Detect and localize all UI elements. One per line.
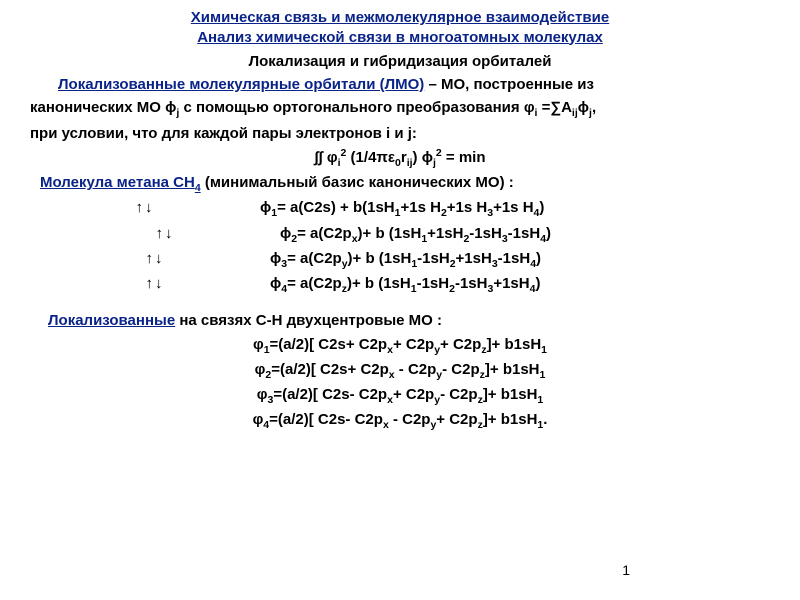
subheading: Локализация и гибридизация орбиталей (30, 53, 770, 70)
intro-line-1: Локализованные молекулярные орбитали (ЛМ… (30, 73, 770, 96)
localized-row-3: φ3=(a/2)[ C2s- C2px+ C2py- C2pz]+ b1sH1 (30, 383, 770, 408)
mo-row-2: ↑↓ ϕ2= a(C2px)+ b (1sH1+1sH2-1sH3-1sH4) (30, 222, 770, 247)
localized-row-4: φ4=(a/2)[ C2s- C2px - C2py+ C2pz]+ b1sH1… (30, 408, 770, 433)
intro-line-2: канонических МО ϕj с помощью ортогональн… (30, 96, 770, 121)
mo-row-3: ↑↓ ϕ3= a(C2py)+ b (1sH1-1sH2+1sH3-1sH4) (30, 247, 770, 272)
localized-row-2: φ2=(a/2)[ C2s+ C2px - C2py- C2pz]+ b1sH1 (30, 358, 770, 383)
mo-row-4: ↑↓ ϕ4= a(C2pz)+ b (1sH1-1sH2-1sH3+1sH4) (30, 272, 770, 297)
title-line-2: Анализ химической связи в многоатомных м… (30, 28, 770, 48)
integral-eq: ∫∫ φi2 (1/4πε0rij) ϕj2 = min (30, 145, 770, 171)
lmo-term: Локализованные молекулярные орбитали (ЛМ… (58, 76, 424, 93)
intro-line-3: при условии, что для каждой пары электро… (30, 122, 770, 145)
localized-label: Локализованные на связях C-H двухцентров… (30, 309, 770, 332)
mo-row-1: ↑↓ ϕ1= a(C2s) + b(1sH1+1s H2+1s H3+1s H4… (30, 196, 770, 221)
title-line-1: Химическая связь и межмолекулярное взаим… (30, 8, 770, 28)
page-number: 1 (622, 562, 630, 578)
localized-row-1: φ1=(a/2)[ C2s+ C2px+ C2py+ C2pz]+ b1sH1 (30, 333, 770, 358)
methane-label: Молекула метана CH4 (минимальный базис к… (30, 171, 770, 196)
